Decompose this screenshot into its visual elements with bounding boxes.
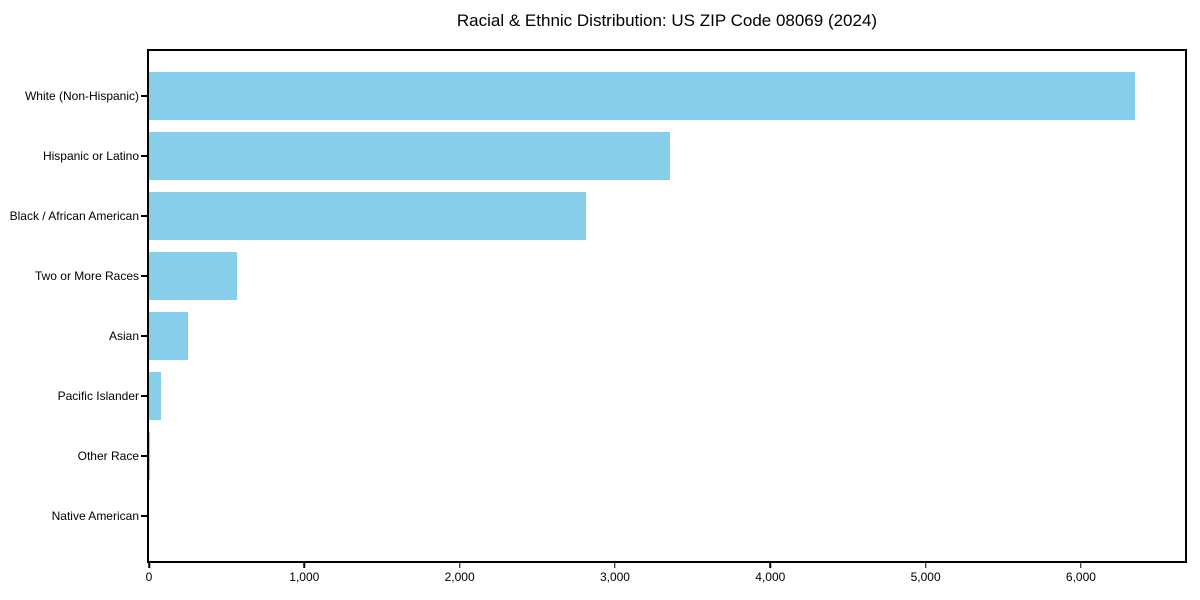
- y-tick-mark: [141, 155, 147, 157]
- x-tick-mark: [303, 563, 306, 568]
- x-tick-mark: [769, 563, 772, 568]
- x-tick-mark: [458, 563, 461, 568]
- y-tick-mark: [141, 515, 147, 517]
- bar-two-or-more-races: [149, 252, 237, 300]
- bar-white-non-hispanic: [149, 72, 1136, 120]
- y-axis-labels: White (Non-Hispanic) Hispanic or Latino Bl…: [0, 49, 139, 563]
- y-tick-label-hispanic-or-latino: Hispanic or Latino: [42, 149, 139, 163]
- x-tick-label: 5,000: [910, 570, 941, 584]
- bar-other-race: [149, 432, 150, 480]
- x-axis: 0 1,000 2,000 3,000 4,000 5,000 6,000: [145, 563, 1185, 595]
- y-tick-label-two-or-more-races: Two or More Races: [34, 269, 139, 283]
- y-tick-mark: [141, 395, 147, 397]
- x-tick-label: 1,000: [289, 570, 320, 584]
- y-tick-label-white-non-hispanic: White (Non-Hispanic): [24, 89, 139, 103]
- x-tick-label: 0: [145, 570, 153, 584]
- bar-pacific-islander: [149, 372, 161, 420]
- y-tick-label-pacific-islander: Pacific Islander: [57, 389, 139, 403]
- x-tick-label: 3,000: [599, 570, 630, 584]
- y-tick-label-black-african-american: Black / African American: [9, 209, 139, 223]
- chart-title: Racial & Ethnic Distribution: US ZIP Cod…: [456, 11, 878, 30]
- y-tick-mark: [141, 275, 147, 277]
- x-tick-mark: [148, 563, 150, 568]
- bar-asian: [149, 312, 188, 360]
- y-tick-mark: [141, 335, 147, 337]
- y-tick-label-native-american: Native American: [51, 509, 139, 523]
- x-tick-mark: [924, 563, 927, 568]
- x-tick-mark: [1080, 563, 1082, 568]
- x-tick-mark: [614, 563, 616, 568]
- x-tick-label: 6,000: [1065, 570, 1096, 584]
- x-tick-label: 4,000: [755, 570, 786, 584]
- bar-hispanic-or-latino: [149, 132, 671, 180]
- y-tick-label-other-race: Other Race: [77, 449, 139, 463]
- y-tick-mark: [141, 95, 147, 97]
- bar-black-african-american: [149, 192, 587, 240]
- x-tick-label: 2,000: [444, 570, 475, 584]
- plot-area: [147, 49, 1187, 563]
- y-tick-label-asian: Asian: [108, 329, 139, 343]
- y-tick-mark: [141, 215, 147, 217]
- y-tick-mark: [141, 455, 147, 457]
